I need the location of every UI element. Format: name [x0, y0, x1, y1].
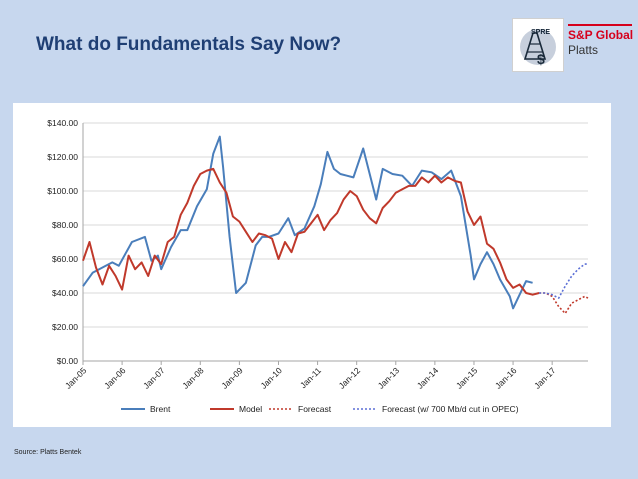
y-tick-label: $80.00	[52, 220, 78, 230]
series-line-2	[539, 292, 589, 315]
y-tick-label: $60.00	[52, 254, 78, 264]
brand-name: S&P Global	[568, 28, 634, 42]
series-line-1	[82, 167, 540, 296]
oil-derrick-icon: $	[520, 29, 556, 67]
y-tick-label: $0.00	[57, 356, 79, 366]
legend-label-1: Model	[239, 404, 262, 414]
x-tick-label: Jan-16	[493, 365, 519, 391]
y-tick-label: $40.00	[52, 288, 78, 298]
y-tick-label: $20.00	[52, 322, 78, 332]
price-chart: $0.00 $20.00 $40.00 $60.00 $80.00 $100.00 $120…	[47, 118, 589, 414]
chart-panel: $0.00 $20.00 $40.00 $60.00 $80.00 $100.00 $120…	[13, 103, 611, 427]
x-tick-label: Jan-17	[532, 365, 558, 391]
x-tick-label: Jan-06	[102, 365, 128, 391]
x-tick-label: Jan-07	[141, 365, 167, 391]
legend-label-2: Forecast	[298, 404, 332, 414]
y-tick-label: $120.00	[47, 152, 78, 162]
spre-badge-text: SPRE	[531, 29, 551, 36]
brand-accent-bar	[568, 24, 632, 26]
x-tick-label: Jan-10	[258, 365, 284, 391]
x-tick-label: Jan-09	[219, 365, 245, 391]
spre-badge-icon: $ SPRE	[512, 18, 564, 72]
legend-label-0: Brent	[150, 404, 171, 414]
sp-global-platts-logo: $ SPRE S&P Global Platts	[512, 18, 634, 78]
slide-title: What do Fundamentals Say Now?	[36, 34, 342, 55]
brand-subname: Platts	[568, 43, 599, 57]
x-tick-label: Jan-11	[298, 365, 323, 390]
x-tick-label: Jan-08	[180, 365, 206, 391]
source-note: Source: Platts Bentek	[14, 449, 82, 456]
x-tick-label: Jan-05	[63, 365, 89, 391]
series-line-0	[82, 135, 533, 310]
series-line-3	[539, 263, 588, 299]
x-tick-label: Jan-15	[454, 365, 480, 391]
x-tick-label: Jan-13	[376, 365, 402, 391]
x-tick-label: Jan-12	[337, 365, 363, 391]
x-tick-label: Jan-14	[415, 365, 441, 391]
y-tick-label: $100.00	[47, 186, 78, 196]
y-tick-label: $140.00	[47, 118, 78, 128]
legend-label-3: Forecast (w/ 700 Mb/d cut in OPEC)	[382, 404, 519, 414]
svg-text:$: $	[537, 51, 545, 67]
